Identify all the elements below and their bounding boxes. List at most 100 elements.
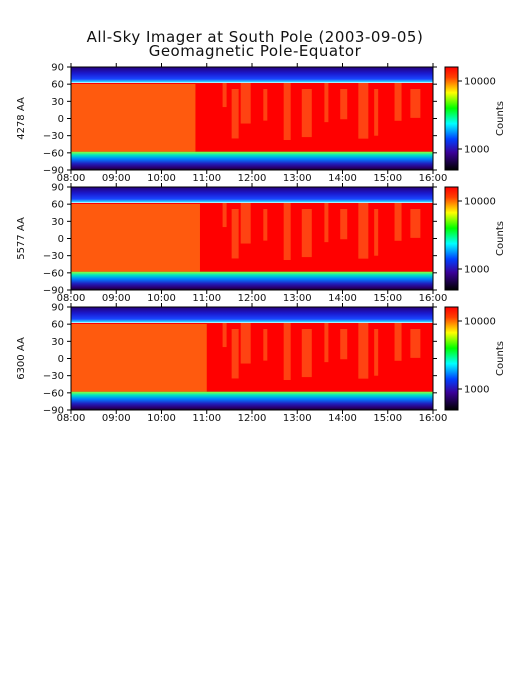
emission-streak: [324, 203, 329, 243]
y-tick-label: −30: [43, 131, 64, 142]
colorbar-tick-label: 1000: [464, 265, 489, 276]
x-tick-label: 09:00: [102, 413, 131, 424]
x-tick-label: 16:00: [419, 173, 448, 184]
colorbar-label: Counts: [495, 221, 506, 256]
y-tick-label: 60: [51, 320, 64, 331]
y-tick-label: 90: [51, 303, 64, 314]
y-tick-label: 60: [51, 200, 64, 211]
x-tick-label: 08:00: [57, 293, 86, 304]
x-tick-label: 15:00: [373, 293, 402, 304]
emission-streak: [222, 203, 227, 228]
emission-streak: [374, 329, 379, 376]
y-tick-label: −90: [43, 406, 64, 417]
x-tick-label: 12:00: [238, 173, 267, 184]
x-tick-label: 10:00: [147, 173, 176, 184]
x-tick-label: 15:00: [373, 173, 402, 184]
y-tick-label: −60: [43, 268, 64, 279]
emission-streak: [340, 89, 348, 120]
x-tick-label: 09:00: [102, 293, 131, 304]
x-tick-label: 10:00: [147, 293, 176, 304]
y-tick-label: −90: [43, 286, 64, 297]
polar-band: [71, 67, 433, 84]
colorbar: [444, 66, 459, 171]
x-tick-label: 14:00: [328, 293, 357, 304]
equator-band: [71, 271, 433, 290]
morning-emission: [71, 204, 200, 272]
colorbar-tick-label: 10000: [464, 317, 496, 328]
emission-streak: [410, 209, 421, 238]
y-tick-label: −30: [43, 371, 64, 382]
colorbar-tick-label: 1000: [464, 385, 489, 396]
emission-streak: [410, 89, 421, 118]
y-tick-label: 60: [51, 80, 64, 91]
emission-streak: [324, 83, 329, 123]
emission-streak: [301, 329, 312, 378]
emission-streak: [222, 83, 227, 108]
emission-streak: [374, 89, 379, 136]
y-tick-label: 30: [51, 97, 64, 108]
emission-streak: [240, 203, 251, 244]
y-tick-label: −60: [43, 148, 64, 159]
colorbar-tick-label: 10000: [464, 77, 496, 88]
y-axis-label: 6300 AA: [16, 337, 27, 380]
y-tick-label: 90: [51, 183, 64, 194]
y-tick-label: 0: [58, 234, 64, 245]
emission-streak: [358, 323, 369, 379]
x-tick-label: 13:00: [283, 173, 312, 184]
emission-streak: [374, 209, 379, 256]
x-tick-label: 14:00: [328, 413, 357, 424]
y-tick-label: 90: [51, 63, 64, 74]
colorbar-tick-label: 1000: [464, 145, 489, 156]
x-tick-label: 12:00: [238, 413, 267, 424]
morning-emission: [71, 84, 196, 152]
x-tick-label: 09:00: [102, 173, 131, 184]
x-tick-label: 14:00: [328, 173, 357, 184]
emission-streak: [324, 323, 329, 363]
morning-emission: [71, 324, 207, 392]
emission-streak: [231, 329, 239, 379]
emission-streak: [222, 323, 227, 348]
y-tick-label: −90: [43, 166, 64, 177]
y-tick-label: 0: [58, 354, 64, 365]
emission-streak: [263, 89, 268, 121]
emission-streak: [283, 203, 291, 261]
colorbar-label: Counts: [495, 101, 506, 136]
y-tick-label: 30: [51, 217, 64, 228]
polar-band: [71, 187, 433, 204]
x-tick-label: 16:00: [419, 413, 448, 424]
emission-streak: [283, 83, 291, 141]
x-tick-label: 13:00: [283, 293, 312, 304]
emission-streak: [231, 209, 239, 259]
colorbar: [444, 306, 459, 411]
emission-streak: [340, 209, 348, 240]
equator-band: [71, 391, 433, 410]
x-tick-label: 10:00: [147, 413, 176, 424]
x-tick-label: 13:00: [283, 413, 312, 424]
x-tick-label: 11:00: [192, 413, 221, 424]
x-tick-label: 12:00: [238, 293, 267, 304]
emission-streak: [394, 83, 402, 121]
colorbar-label: Counts: [495, 341, 506, 376]
x-tick-label: 11:00: [192, 293, 221, 304]
emission-streak: [358, 203, 369, 259]
x-tick-label: 11:00: [192, 173, 221, 184]
y-tick-label: −60: [43, 388, 64, 399]
figure-subtitle: Geomagnetic Pole-Equator: [149, 42, 362, 60]
y-tick-label: 0: [58, 114, 64, 125]
equator-band: [71, 151, 433, 170]
colorbar-tick-label: 10000: [464, 197, 496, 208]
emission-streak: [283, 323, 291, 381]
x-tick-label: 16:00: [419, 293, 448, 304]
emission-streak: [301, 209, 312, 258]
y-axis-label: 4278 AA: [16, 97, 27, 140]
emission-streak: [240, 83, 251, 124]
emission-streak: [358, 83, 369, 139]
emission-streak: [394, 203, 402, 241]
emission-streak: [410, 329, 421, 358]
